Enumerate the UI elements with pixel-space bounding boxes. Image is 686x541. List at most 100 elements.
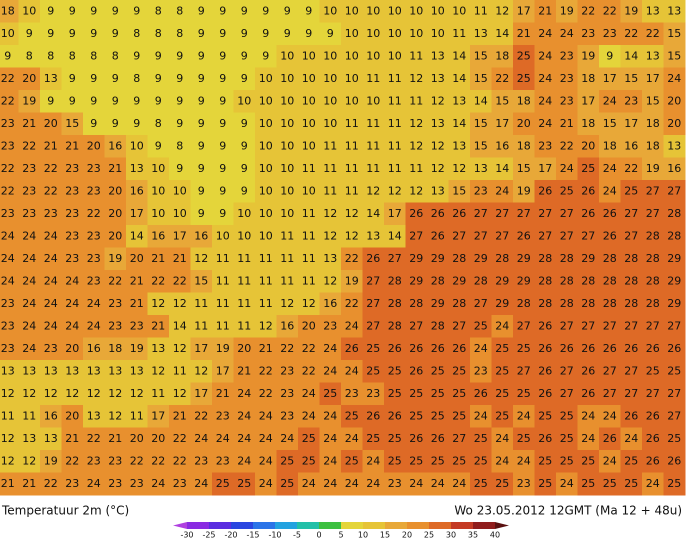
temp-cell bbox=[40, 135, 62, 158]
temp-value: 27 bbox=[560, 387, 574, 400]
temp-value: 28 bbox=[538, 252, 552, 265]
temp-cell bbox=[448, 315, 471, 338]
temp-value: 19 bbox=[517, 184, 531, 197]
temp-cell bbox=[470, 382, 492, 406]
temp-cell bbox=[362, 225, 385, 248]
temp-value: 10 bbox=[130, 139, 144, 152]
temp-cell bbox=[0, 472, 19, 496]
temp-value: 16 bbox=[495, 139, 509, 152]
temp-cell bbox=[212, 247, 234, 271]
temp-value: 23 bbox=[108, 477, 122, 490]
temp-cell bbox=[169, 382, 191, 406]
temp-value: 24 bbox=[495, 319, 509, 332]
temp-cell bbox=[169, 67, 191, 91]
temp-cell bbox=[427, 427, 449, 451]
temp-cell bbox=[104, 202, 127, 226]
temp-value: 8 bbox=[155, 117, 162, 130]
temp-value: 24 bbox=[667, 72, 681, 85]
temp-value: 26 bbox=[581, 184, 595, 197]
temp-cell bbox=[147, 225, 170, 248]
temp-value: 25 bbox=[517, 49, 531, 62]
temp-cell bbox=[362, 202, 385, 226]
temp-cell bbox=[276, 450, 299, 473]
temp-cell bbox=[513, 270, 535, 293]
temp-cell bbox=[470, 45, 492, 68]
temp-cell bbox=[491, 315, 514, 338]
temp-value: 24 bbox=[216, 432, 230, 445]
temp-value: 25 bbox=[280, 477, 294, 490]
temp-cell bbox=[0, 427, 19, 451]
temp-cell bbox=[276, 315, 299, 338]
temp-value: 25 bbox=[388, 364, 402, 377]
temp-cell bbox=[362, 90, 385, 113]
temp-value: 24 bbox=[87, 477, 101, 490]
temp-cell bbox=[255, 247, 277, 271]
temp-value: 14 bbox=[173, 319, 187, 332]
temp-value: 26 bbox=[538, 342, 552, 355]
temp-cell bbox=[169, 225, 191, 248]
temp-value: 24 bbox=[22, 297, 36, 310]
temp-value: 24 bbox=[345, 477, 359, 490]
temp-value: 12 bbox=[409, 184, 423, 197]
temp-value: 9 bbox=[241, 27, 248, 40]
colorbar-segment bbox=[407, 522, 429, 529]
temp-cell bbox=[642, 247, 664, 271]
temp-cell bbox=[147, 405, 170, 428]
temp-cell bbox=[298, 247, 320, 271]
temp-cell bbox=[513, 22, 535, 46]
temp-cell bbox=[427, 405, 449, 428]
temp-cell bbox=[491, 382, 514, 406]
temp-cell bbox=[362, 382, 385, 406]
temp-value: 24 bbox=[366, 477, 380, 490]
temp-cell bbox=[405, 0, 428, 23]
colorbar-segment bbox=[363, 522, 385, 529]
temp-value: 9 bbox=[198, 162, 205, 175]
temp-value: 13 bbox=[474, 162, 488, 175]
temp-cell bbox=[405, 315, 428, 338]
temp-value: 27 bbox=[538, 207, 552, 220]
temp-cell bbox=[126, 67, 148, 91]
temp-value: 26 bbox=[538, 184, 552, 197]
temp-cell bbox=[126, 405, 148, 428]
temp-cell bbox=[427, 270, 449, 293]
temp-cell bbox=[212, 157, 234, 181]
temp-value: 9 bbox=[198, 117, 205, 130]
temp-cell bbox=[147, 0, 170, 23]
temp-cell bbox=[147, 337, 170, 361]
temp-cell bbox=[276, 337, 299, 361]
temp-value: 10 bbox=[323, 94, 337, 107]
temp-cell bbox=[83, 22, 105, 46]
temp-cell bbox=[384, 225, 406, 248]
temp-value: 25 bbox=[452, 387, 466, 400]
temp-value: 9 bbox=[305, 27, 312, 40]
temp-value: 17 bbox=[538, 162, 552, 175]
temp-cell bbox=[298, 382, 320, 406]
temp-value: 28 bbox=[431, 319, 445, 332]
temp-value: 11 bbox=[345, 117, 359, 130]
temp-value: 28 bbox=[646, 297, 660, 310]
temp-value: 15 bbox=[667, 27, 681, 40]
temp-cell bbox=[427, 112, 449, 136]
temp-cell bbox=[470, 135, 492, 158]
temp-cell bbox=[147, 315, 170, 338]
temp-cell bbox=[18, 112, 41, 136]
temp-cell bbox=[577, 450, 600, 473]
temp-cell bbox=[448, 157, 471, 181]
temp-value: 22 bbox=[581, 4, 595, 17]
temp-cell bbox=[126, 337, 148, 361]
temp-value: 10 bbox=[302, 94, 316, 107]
temp-value: 9 bbox=[198, 49, 205, 62]
temp-cell bbox=[341, 180, 363, 203]
temp-value: 9 bbox=[219, 27, 226, 40]
temp-cell bbox=[255, 292, 277, 316]
temp-cell bbox=[233, 135, 256, 158]
variable-label: Temperatuur 2m (°C) bbox=[1, 504, 129, 518]
temp-cell bbox=[298, 427, 320, 451]
temp-value: 25 bbox=[667, 364, 681, 377]
temp-value: 9 bbox=[284, 27, 291, 40]
temp-value: 19 bbox=[581, 49, 595, 62]
temp-value: 13 bbox=[667, 4, 681, 17]
temp-cell bbox=[83, 157, 105, 181]
temp-value: 25 bbox=[495, 342, 509, 355]
